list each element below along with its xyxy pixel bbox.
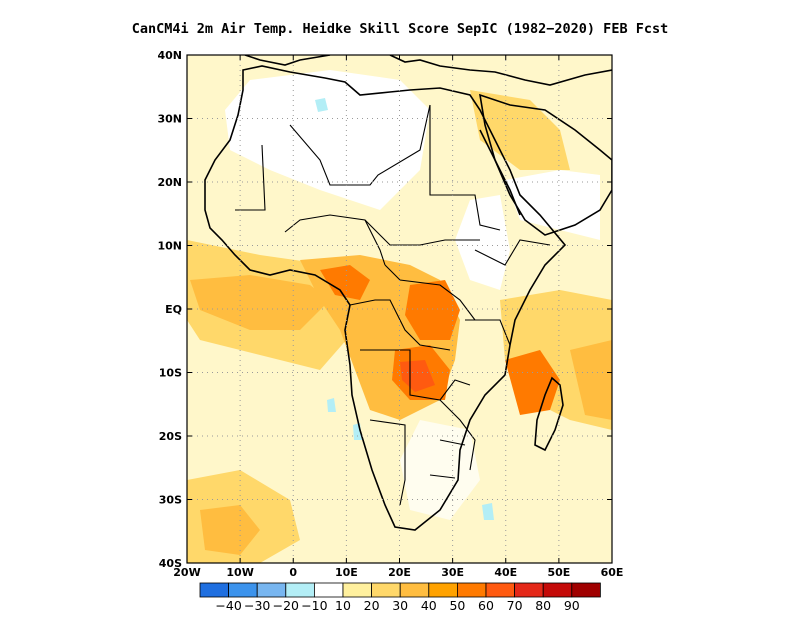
skill-region-drc [405,280,460,340]
grid-lines [187,55,612,563]
colorbar-swatch [285,582,315,598]
colorbar-swatch [485,582,516,598]
colorbar-swatch [456,582,487,598]
x-tick-label: 30E [441,566,464,579]
skill-region-nigeria [320,265,370,300]
skill-region-angola-core [400,360,435,392]
border-line [284,214,386,266]
x-tick-label: 40E [494,566,517,579]
colorbar-label: −10 [301,598,327,613]
skill-region-madagascar-east [570,340,612,420]
y-tick-label: 20S [159,430,182,443]
border-line [439,399,476,471]
border-line [429,105,501,231]
y-tick-label: 40S [159,557,182,570]
colorbar-label: −30 [244,598,270,613]
border-line [360,349,471,401]
x-tick-label: 20W [173,566,200,579]
x-tick-label: 0 [289,566,297,579]
colorbar-swatch [514,582,544,598]
skill-region-south-white [400,420,480,520]
colorbar-swatch [428,582,458,598]
x-tick-label: 60E [601,566,624,579]
map-title: CanCM4i 2m Air Temp. Heidke Skill Score … [132,21,668,37]
border-line [289,104,431,186]
skill-shading [187,55,612,563]
skill-region-cyan-patch [315,98,328,112]
border-line [429,439,466,479]
africa-coastline [204,65,567,531]
colorbar-swatch [571,582,601,598]
colorbar-label: 20 [364,598,380,613]
skill-region-northeast [470,90,570,170]
europe-coastline [244,55,612,86]
colorbar: −40 −30 −20 −10 10 20 30 40 50 60 70 80 90 [199,582,601,613]
colorbar-label: −20 [273,598,299,613]
country-borders [235,104,551,506]
colorbar-swatch [313,582,344,598]
skill-region-mozambique [505,350,560,415]
border-line [364,219,480,246]
border-line [369,419,406,506]
y-tick-label: 10S [159,367,182,380]
x-tick-label: 50E [547,566,570,579]
madagascar-outline [534,376,564,452]
skill-region-south-atlantic-core [200,505,260,555]
colorbar-label: 10 [335,598,351,613]
colorbar-label: −40 [215,598,241,613]
y-tick-label: 30N [157,113,182,126]
colorbar-label: 60 [478,598,494,613]
coastlines [204,55,612,531]
colorbar-label: 80 [535,598,551,613]
y-tick-label: EQ [165,303,182,316]
skill-region-cyan-patch [482,503,494,520]
skill-region-arabia-white [505,170,600,240]
axes: 20W 10W 0 10E 20E 30E 40E 50E 60E 40N 30N 20N 10N EQ 1… [157,49,623,579]
colorbar-label: 70 [507,598,523,613]
colorbar-label: 40 [421,598,437,613]
border-line [384,264,476,321]
colorbar-swatch [399,582,430,598]
colorbar-swatch [199,582,230,598]
colorbar-label: 50 [449,598,465,613]
x-tick-label: 20E [388,566,411,579]
colorbar-swatch [542,582,573,598]
colorbar-label: 30 [392,598,408,613]
y-tick-label: 30S [159,494,182,507]
colorbar-swatch [228,582,258,598]
y-tick-label: 20N [157,176,182,189]
skill-region-cyan-patch [327,398,336,412]
border-line [465,319,511,346]
colorbar-label: 90 [564,598,580,613]
colorbar-swatch [371,582,401,598]
border-line [474,239,551,266]
skill-region-gulf-inner [190,275,330,330]
x-tick-label: 10W [226,566,253,579]
x-tick-label: 10E [335,566,358,579]
colorbar-swatch [342,582,373,598]
border-line [349,299,451,351]
y-tick-label: 10N [157,240,182,253]
border-line [235,144,266,211]
red-sea-coast [479,129,521,216]
skill-region-east-white [455,195,510,290]
colorbar-swatch [256,582,287,598]
y-tick-label: 40N [157,49,182,62]
